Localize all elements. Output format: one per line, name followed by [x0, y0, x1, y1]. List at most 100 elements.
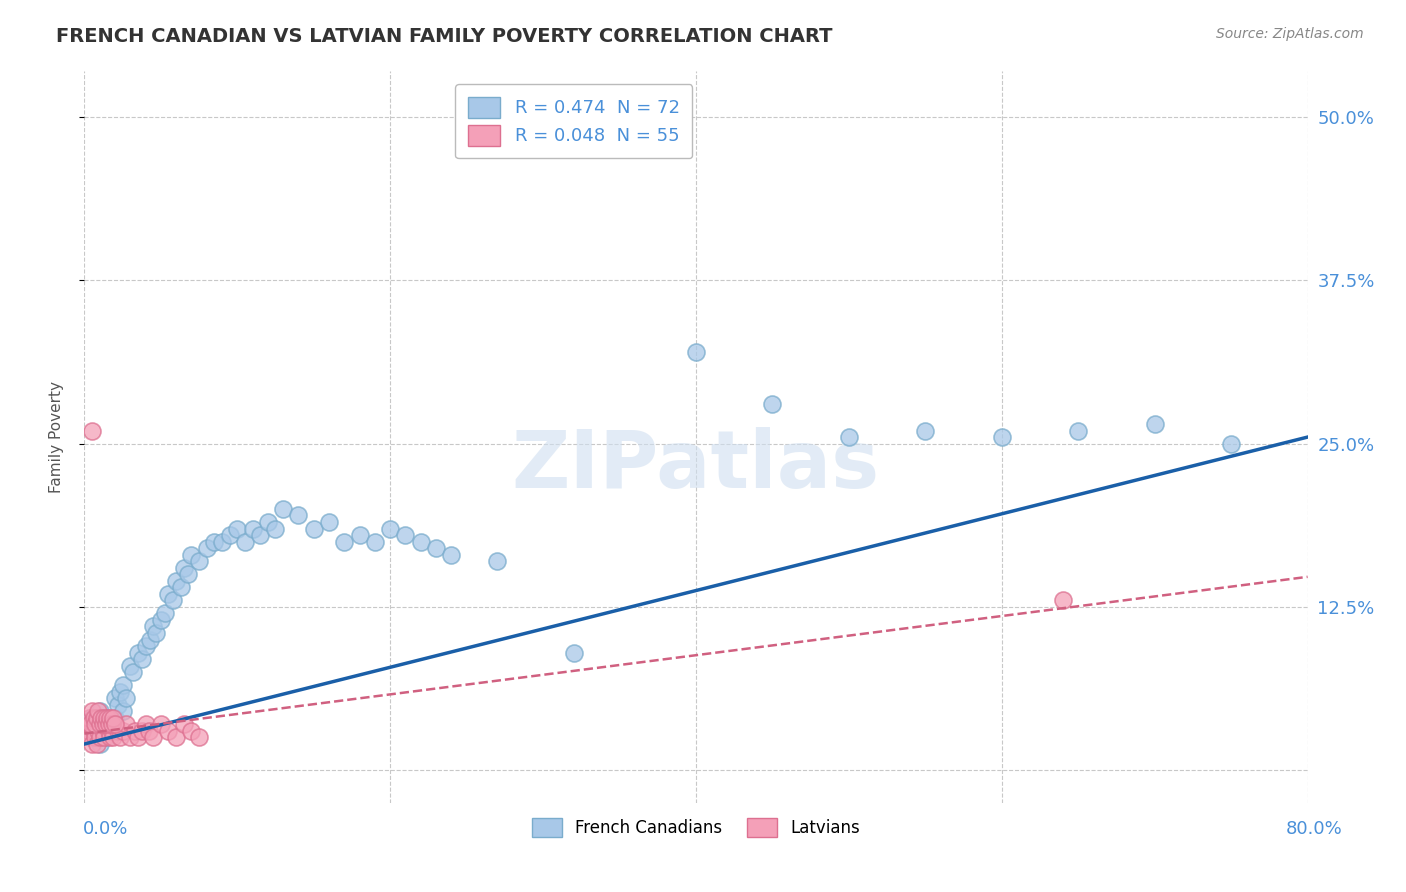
Point: [80, 723, 103, 738]
Point: [180, 723, 202, 738]
Point: [211, 534, 233, 549]
Point: [97, 717, 120, 731]
Point: [89, 737, 111, 751]
Point: [98, 731, 121, 745]
Point: [89, 717, 111, 731]
Point: [157, 587, 180, 601]
Point: [86, 731, 108, 745]
Point: [1220, 436, 1243, 450]
Point: [287, 508, 309, 523]
Text: Source: ZipAtlas.com: Source: ZipAtlas.com: [1216, 27, 1364, 41]
Text: FRENCH CANADIAN VS LATVIAN FAMILY POVERTY CORRELATION CHART: FRENCH CANADIAN VS LATVIAN FAMILY POVERT…: [56, 27, 832, 45]
Point: [97, 723, 120, 738]
Point: [264, 521, 287, 535]
Point: [108, 731, 131, 745]
Point: [91, 717, 114, 731]
Point: [149, 613, 172, 627]
Point: [94, 717, 117, 731]
Point: [83, 723, 105, 738]
Legend: French Canadians, Latvians: French Canadians, Latvians: [523, 810, 869, 846]
Point: [1067, 424, 1090, 438]
Point: [104, 717, 127, 731]
Point: [149, 717, 172, 731]
Point: [991, 430, 1014, 444]
Point: [114, 717, 136, 731]
Text: ZIPatlas: ZIPatlas: [512, 427, 880, 506]
Point: [135, 639, 157, 653]
Point: [122, 665, 145, 680]
Point: [173, 560, 195, 574]
Point: [103, 711, 125, 725]
Point: [86, 737, 108, 751]
Point: [111, 723, 134, 738]
Point: [96, 731, 118, 745]
Point: [80, 711, 103, 725]
Point: [79, 731, 101, 745]
Point: [80, 737, 103, 751]
Point: [562, 646, 585, 660]
Point: [165, 574, 187, 588]
Point: [87, 705, 110, 719]
Point: [90, 711, 112, 725]
Point: [120, 731, 142, 745]
Point: [80, 705, 103, 719]
Point: [131, 652, 153, 666]
Point: [145, 626, 167, 640]
Point: [84, 717, 107, 731]
Point: [127, 731, 149, 745]
Point: [108, 685, 131, 699]
Point: [364, 534, 387, 549]
Point: [138, 723, 160, 738]
Point: [440, 548, 463, 562]
Point: [180, 548, 202, 562]
Point: [135, 717, 157, 731]
Point: [114, 691, 136, 706]
Point: [77, 711, 100, 725]
Text: 80.0%: 80.0%: [1286, 820, 1343, 838]
Point: [101, 723, 124, 738]
Point: [380, 521, 402, 535]
Point: [409, 534, 432, 549]
Point: [86, 711, 108, 725]
Point: [83, 711, 105, 725]
Point: [761, 397, 783, 411]
Point: [104, 691, 127, 706]
Point: [91, 717, 114, 731]
Point: [96, 717, 118, 731]
Point: [609, 136, 631, 151]
Point: [226, 521, 249, 535]
Point: [101, 717, 124, 731]
Point: [242, 521, 264, 535]
Point: [165, 731, 187, 745]
Point: [104, 711, 127, 725]
Point: [142, 619, 165, 633]
Point: [170, 580, 193, 594]
Point: [1052, 593, 1074, 607]
Point: [195, 541, 218, 555]
Point: [96, 711, 118, 725]
Point: [120, 658, 142, 673]
Point: [84, 717, 107, 731]
Point: [80, 424, 103, 438]
Point: [91, 723, 114, 738]
Point: [93, 731, 115, 745]
Point: [218, 528, 240, 542]
Point: [97, 717, 120, 731]
Point: [124, 723, 146, 738]
Y-axis label: Family Poverty: Family Poverty: [49, 381, 63, 493]
Point: [79, 717, 101, 731]
Point: [318, 515, 340, 529]
Point: [127, 646, 149, 660]
Point: [111, 705, 134, 719]
Point: [162, 593, 184, 607]
Point: [89, 731, 111, 745]
Point: [93, 731, 115, 745]
Point: [93, 711, 115, 725]
Point: [394, 528, 416, 542]
Point: [1143, 417, 1166, 431]
Point: [96, 711, 118, 725]
Point: [333, 534, 356, 549]
Point: [349, 528, 371, 542]
Point: [302, 521, 325, 535]
Point: [914, 424, 936, 438]
